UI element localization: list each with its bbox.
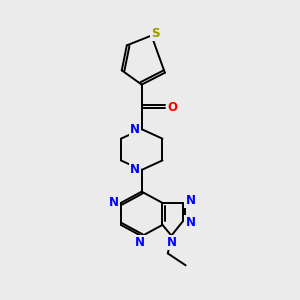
Text: N: N (185, 194, 195, 207)
Text: N: N (109, 196, 119, 209)
Text: S: S (151, 27, 159, 40)
Text: N: N (135, 236, 145, 249)
Text: N: N (167, 236, 176, 249)
Text: O: O (167, 101, 177, 114)
Text: N: N (185, 216, 195, 229)
Text: N: N (130, 164, 140, 176)
Text: N: N (130, 123, 140, 136)
